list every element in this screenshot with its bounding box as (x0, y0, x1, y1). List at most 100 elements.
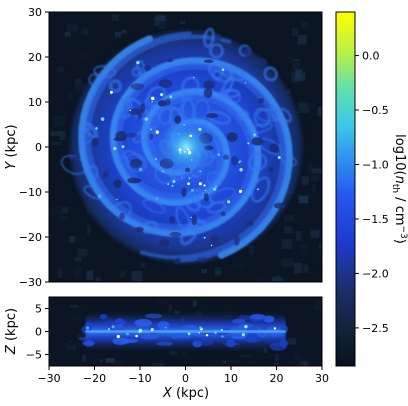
gas-filament (93, 65, 117, 78)
star-clump (126, 332, 129, 336)
gas-void (174, 115, 181, 124)
background-patch (223, 360, 227, 364)
gas-void (140, 103, 146, 113)
background-patch (66, 344, 77, 351)
edge-on-feature (244, 334, 261, 343)
gas-void (258, 97, 264, 104)
background-patch (215, 26, 224, 30)
background-patch (301, 251, 308, 256)
xtick-label: −30 (37, 372, 60, 385)
star-clump (187, 148, 190, 151)
edge-on-xlabel: X (kpc) (162, 386, 209, 401)
background-patch (276, 274, 280, 282)
gas-void (103, 171, 109, 179)
edge-on-feature (269, 342, 287, 351)
star-clump (108, 328, 110, 331)
background-patch (310, 229, 320, 238)
gas-filament (207, 62, 234, 83)
edge-on-feature (238, 315, 252, 320)
background-patch (87, 225, 91, 236)
edge-on-feature (263, 315, 275, 323)
gas-filament (86, 165, 99, 182)
star-clump (162, 170, 164, 173)
star-clump (210, 244, 213, 247)
background-patch (303, 264, 309, 273)
gas-void (144, 65, 151, 71)
xtick-label: 10 (224, 372, 238, 385)
colorbar-ticks: 0.0 −0.5 −1.0 −1.5 −2.0 −2.5 (355, 50, 389, 335)
star-clump (213, 187, 217, 191)
edge-on-feature (250, 313, 266, 320)
background-patch (52, 161, 63, 166)
gas-filament (181, 76, 200, 97)
star-clump (189, 134, 193, 138)
background-patch (72, 315, 81, 320)
background-patch (308, 257, 321, 268)
gas-void (203, 80, 216, 89)
star-clump (238, 161, 240, 164)
star-clump (167, 183, 170, 186)
star-clump (181, 176, 183, 179)
gas-void (223, 154, 229, 160)
background-patch (78, 53, 90, 60)
edge-on-feature (171, 332, 180, 340)
ytick-label: 5 (35, 303, 42, 316)
background-patch (318, 109, 322, 117)
background-patch (83, 28, 90, 36)
background-patch (284, 226, 293, 234)
edge-on-feature (83, 340, 95, 347)
star-clump (198, 331, 201, 334)
edge-on-feature (140, 334, 159, 340)
star-clump (199, 326, 202, 329)
background-patch (131, 270, 143, 282)
background-patch (82, 354, 87, 362)
star-clump (227, 200, 231, 204)
edge-on-feature (223, 342, 240, 346)
edge-on-panel: −5 0 5 −30 −20 −10 0 10 20 30 Z (kpc) X (kpc) (4, 296, 329, 401)
background-patch (115, 262, 121, 267)
star-clump (139, 167, 143, 172)
background-patch (246, 356, 253, 363)
gas-void (181, 187, 187, 197)
background-patch (294, 354, 302, 362)
ytick-label: 20 (28, 51, 42, 64)
star-clump (155, 158, 157, 161)
star-clump (188, 151, 192, 155)
gas-filament (237, 109, 250, 121)
star-clump (203, 184, 206, 187)
ytick-label: 0 (35, 141, 42, 154)
background-patch (275, 353, 280, 361)
background-patch (301, 21, 308, 28)
background-patch (314, 167, 319, 175)
star-clumps (95, 61, 281, 247)
edge-on-feature (157, 321, 170, 329)
star-clump (244, 325, 248, 329)
gas-filament (250, 176, 271, 203)
star-clump (253, 133, 256, 137)
gas-filament (279, 153, 298, 166)
background-patch (306, 102, 315, 110)
star-clump (109, 90, 113, 94)
gas-filament (142, 199, 165, 214)
background-patch (53, 365, 59, 366)
gas-filament (135, 59, 146, 77)
background-patch (303, 361, 307, 366)
background-patch (73, 257, 82, 262)
background-patch (94, 365, 103, 366)
background-patch (233, 262, 238, 269)
background-patch (53, 115, 66, 127)
background-patch (215, 267, 221, 277)
gas-void (269, 166, 275, 173)
background-patch (181, 351, 187, 356)
background-patch (115, 359, 122, 366)
background-patch (287, 55, 295, 64)
gas-void (169, 216, 176, 224)
star-clump (183, 150, 186, 153)
star-clump (238, 189, 243, 193)
background-patch (60, 342, 69, 346)
gas-void (203, 193, 209, 202)
face-on-ylabel: Y (kpc) (4, 124, 19, 169)
background-patch (272, 363, 279, 366)
star-clump (199, 170, 201, 173)
